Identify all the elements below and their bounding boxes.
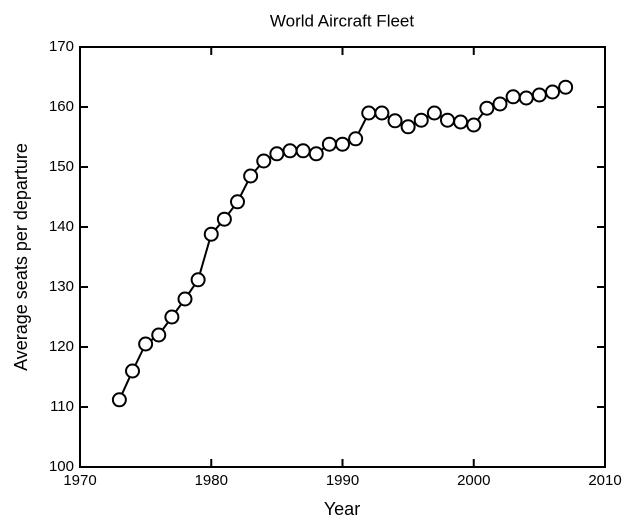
point-marker <box>164 309 180 325</box>
point-marker <box>505 89 521 105</box>
y-tick-label: 100 <box>49 458 74 475</box>
y-tick-label: 130 <box>49 278 74 295</box>
y-axis-label: Average seats per departure <box>11 143 31 371</box>
point-marker <box>243 168 259 184</box>
point-marker <box>295 143 311 159</box>
point-marker <box>479 100 495 116</box>
y-tick-label: 170 <box>49 38 74 55</box>
point-marker <box>256 153 272 169</box>
point-marker <box>282 143 298 159</box>
point-marker <box>190 272 206 288</box>
point-marker <box>138 336 154 352</box>
y-tick-label: 150 <box>49 158 74 175</box>
point-marker <box>518 90 534 106</box>
point-marker <box>216 211 232 227</box>
point-marker <box>374 105 390 121</box>
x-tick-label: 1970 <box>63 472 96 489</box>
point-marker <box>203 226 219 242</box>
point-marker <box>269 146 285 162</box>
point-marker <box>335 136 350 152</box>
point-marker <box>466 117 482 133</box>
point-marker <box>545 84 560 100</box>
point-marker <box>558 79 574 95</box>
point-marker <box>387 113 403 129</box>
y-tick-label: 110 <box>50 398 74 415</box>
point-marker <box>177 291 193 307</box>
y-tick-label: 120 <box>49 338 74 355</box>
series-line <box>118 86 566 401</box>
point-marker <box>453 114 469 130</box>
x-tick-label: 1990 <box>326 472 359 489</box>
point-marker <box>361 105 377 121</box>
point-marker <box>321 136 337 152</box>
point-marker <box>125 363 140 379</box>
plot-frame <box>79 46 606 468</box>
point-marker <box>111 392 127 408</box>
point-marker <box>531 87 547 103</box>
x-tick-label: 1980 <box>195 472 228 489</box>
x-tick-label: 2000 <box>457 472 490 489</box>
point-marker <box>348 131 364 147</box>
point-marker <box>492 96 508 112</box>
y-tick-label: 160 <box>49 98 74 115</box>
chart-title: World Aircraft Fleet <box>270 11 415 30</box>
point-marker <box>308 146 324 162</box>
y-tick-label: 140 <box>49 218 74 235</box>
point-marker <box>151 327 167 343</box>
point-marker <box>400 119 416 135</box>
x-tick-label: 2010 <box>588 472 621 489</box>
point-marker <box>440 112 455 128</box>
point-marker <box>426 105 442 121</box>
x-axis-label: Year <box>324 499 360 519</box>
point-marker <box>413 112 429 128</box>
point-marker <box>230 194 245 210</box>
